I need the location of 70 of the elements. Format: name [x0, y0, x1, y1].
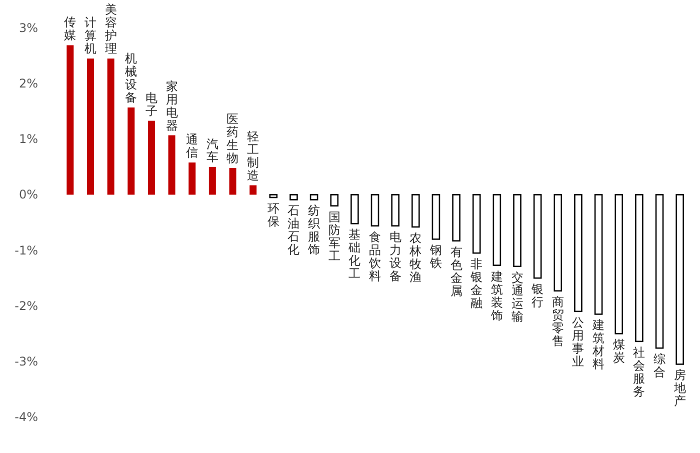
x-tick-label: 电力设备: [389, 230, 402, 283]
x-tick-label: 通信: [186, 132, 198, 160]
x-tick-label: 机械设备: [125, 51, 138, 104]
y-tick-label: 0%: [18, 188, 38, 202]
bar: [350, 194, 359, 224]
x-tick-label: 计算机: [84, 16, 96, 56]
bar: [513, 194, 522, 268]
bar: [370, 194, 380, 226]
x-tick-label: 钢铁: [428, 243, 442, 270]
x-tick-label: 轻工制造: [247, 129, 260, 182]
bar: [635, 194, 644, 342]
x-tick-label: 电子: [145, 90, 158, 118]
bar: [554, 194, 562, 292]
bar: [574, 194, 582, 312]
bar: [229, 168, 236, 195]
x-tick-label: 基础化工: [348, 228, 361, 281]
x-tick-label: 家用电器: [166, 79, 178, 132]
y-tick-label: 3%: [18, 21, 38, 35]
bar: [66, 45, 74, 195]
x-tick-label: 有色金属: [450, 244, 462, 298]
bar: [432, 194, 440, 240]
bar: [533, 194, 542, 279]
bar: [614, 194, 624, 334]
bar: [269, 194, 278, 198]
bar: [594, 194, 603, 315]
x-tick-label: 纺织服饰: [307, 204, 320, 257]
y-tick-label: -2%: [14, 298, 38, 313]
x-tick-label: 建筑材料: [592, 318, 605, 372]
x-tick-label: 环保: [267, 201, 280, 228]
bar: [86, 58, 94, 195]
bar: [330, 194, 339, 206]
x-tick-label: 社会服务: [633, 345, 646, 398]
x-tick-label: 综合: [654, 352, 666, 380]
x-tick-label: 国防军工: [328, 210, 340, 263]
bar: [391, 194, 400, 226]
x-tick-label: 医药生物: [226, 112, 239, 166]
bar: [208, 166, 216, 195]
x-tick-label: 交通运输: [511, 270, 524, 324]
bar: [188, 162, 196, 195]
bar: [310, 194, 318, 200]
bar: [107, 58, 114, 195]
bar: [250, 185, 257, 195]
bar: [411, 194, 420, 228]
x-tick-label: 建筑装饰: [490, 269, 503, 322]
bar: [128, 107, 135, 195]
bar: [168, 135, 176, 195]
bar: [452, 194, 460, 242]
x-tick-label: 煤炭: [612, 338, 625, 365]
bar: [290, 194, 298, 200]
x-tick-label: 非银金融: [470, 257, 483, 310]
y-tick-label: -3%: [14, 354, 38, 368]
x-tick-label: 房地产: [672, 368, 686, 408]
x-tick-label: 银行: [530, 282, 544, 310]
x-tick-label: 传媒: [64, 15, 76, 42]
y-tick-label: 2%: [18, 76, 38, 91]
x-tick-label: 食品饮料: [368, 230, 381, 283]
x-tick-label: 公用事业: [572, 315, 584, 368]
x-tick-label: 美容护理: [104, 2, 117, 56]
y-tick-label: 1%: [18, 132, 38, 146]
x-tick-label: 石油石化: [288, 204, 300, 257]
bar: [676, 194, 684, 365]
bar: [472, 194, 481, 254]
x-tick-label: 农林牧渔: [408, 230, 422, 284]
y-tick-label: -1%: [14, 243, 38, 258]
bar: [492, 194, 502, 266]
bar: [148, 120, 155, 195]
bar: [655, 194, 664, 349]
x-tick-label: 汽车: [206, 136, 218, 164]
x-tick-label: 商贸零售: [552, 294, 564, 348]
y-tick-label: -4%: [14, 410, 38, 424]
